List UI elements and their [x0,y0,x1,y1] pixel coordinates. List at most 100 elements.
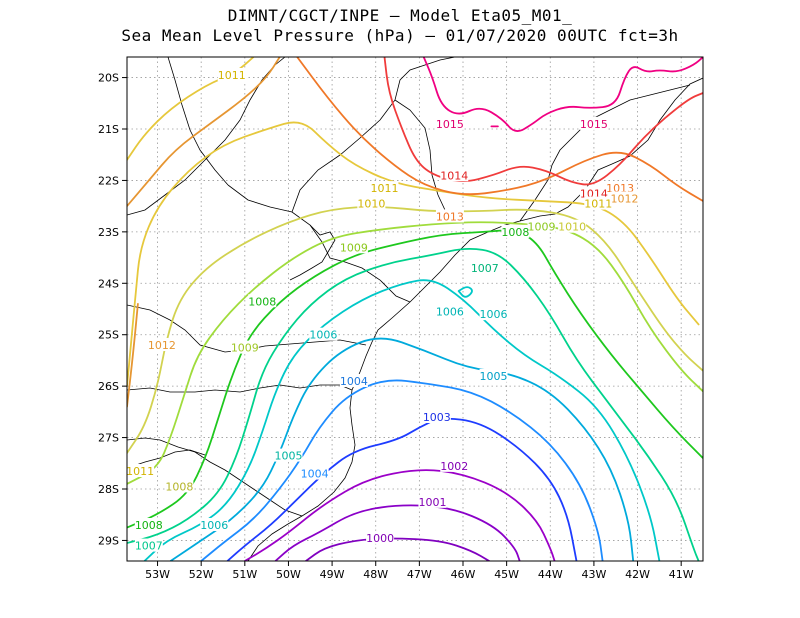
isobar-label-bg [230,340,259,354]
x-tick-label: 43W [581,568,606,581]
plot-frame [126,56,704,562]
isobar-label-bg [479,307,508,321]
state-border [289,224,336,281]
isobar-label-bg [435,209,464,223]
coastline [247,77,703,561]
isobar-label: 1006 [200,519,228,532]
isobar-1006 [143,279,661,561]
isobar-label: 1004 [301,468,329,481]
isobar-label: 1011 [126,465,154,478]
isobar-label-bg [579,116,608,130]
x-tick-label: 47W [407,568,432,581]
isobar-label-bg [248,294,277,308]
isobar-1014 [383,57,703,186]
x-tick-label: 41W [669,568,694,581]
y-tick-label: 25S [98,329,119,342]
isobar-label-bg [126,464,155,477]
state-border [394,99,456,219]
isobar-1007 [127,247,700,561]
isobar-1011 [127,121,700,387]
isobar-label-bg [479,368,508,382]
isobar-label-bg [134,518,163,531]
y-tick-label: 23S [98,226,119,239]
isobar-label: 1002 [440,460,468,473]
isobar-label-bg [606,181,635,195]
state-border [127,384,353,393]
y-tick-label: 29S [98,534,119,547]
isobar-label: 1010 [558,221,586,234]
isobar-label-bg [440,458,469,472]
x-tick-label: 49W [320,568,345,581]
isobar-label: 1003 [423,411,451,424]
isobar-1001 [274,504,521,561]
x-tick-label: 46W [451,568,476,581]
y-tick-label: 28S [98,483,119,496]
isobar-label-bg [435,116,464,130]
x-tick-label: 51W [232,568,257,581]
isobar-label-bg [527,219,556,233]
x-tick-label: 48W [363,568,388,581]
isobar-1012 [127,303,139,408]
y-axis: 20S 21S 22S 23S 24S 25S 26S 27S 28S 29S [98,72,127,547]
isobar-label-bg [584,196,613,210]
isobar-label: 1009 [528,221,556,234]
isobar-label: 1008 [248,295,276,308]
isobar-label: 1006 [309,329,337,342]
x-tick-label: 50W [276,568,301,581]
chart-title-line1: DIMNT/CGCT/INPE – Model Eta05_M01_ [227,6,573,25]
isobar-1005 [169,337,635,561]
isobar-label: 1012 [610,192,638,205]
isobar-label: 1005 [274,450,302,463]
state-border [227,184,411,303]
isobar-label: 1011 [584,198,612,211]
plot-area [127,57,703,561]
isobar-label: 1006 [480,308,508,321]
isobar-label: 1011 [370,182,398,195]
y-tick-label: 26S [98,380,119,393]
state-border [127,449,206,469]
isobar-1015 [422,57,703,132]
isobar-label: 1010 [357,198,385,211]
isobar-1008 [127,229,703,529]
isobar-label: 1008 [165,480,193,493]
isobar-label-bg [300,466,329,480]
isobar-label-bg [610,191,639,205]
isobar-label: 1013 [436,210,464,223]
isobar-label-bg [366,530,395,544]
isobar-label-bg [422,410,451,423]
isobar-label: 1009 [231,342,259,355]
isobar-label-bg [440,168,469,182]
x-tick-label: 52W [189,568,214,581]
y-tick-label: 22S [98,174,119,187]
state-border [127,57,286,216]
isobar-label: 1008 [501,226,529,239]
x-axis: 53W 52W 51W 50W 49W 48W 47W 46W 45W 44W 43W 42W 41W [145,561,694,581]
isobar-1002 [243,469,556,561]
isobar-1009 [127,221,703,485]
isobar-label: 1014 [440,169,468,182]
isobar-label: 1011 [218,69,246,82]
isobar-1006 [457,286,473,298]
isobar-label: 1005 [480,370,508,383]
isobar-label-bg [165,479,194,493]
isobar-label-bg [134,538,163,552]
state-border [167,57,229,186]
chart-title-line2: Sea Mean Level Pressure (hPa) – 01/07/20… [121,26,679,45]
x-tick-label: 44W [538,568,563,581]
isobar-label: 1006 [436,306,464,319]
isobar-label: 1015 [436,118,464,131]
isobar-label: 1008 [135,519,163,532]
isobar-label-bg [470,260,499,274]
isobar-label: 1000 [366,532,394,545]
isobar-label-bg [579,186,608,200]
isobar-label-bg [147,338,176,351]
isobar-1003 [226,417,578,561]
isobar-label: 1007 [471,262,499,275]
state-border [127,437,303,517]
map-borders [127,57,703,561]
y-tick-label: 24S [98,277,119,290]
isobar-label-bg [435,304,464,318]
x-tick-label: 45W [494,568,519,581]
